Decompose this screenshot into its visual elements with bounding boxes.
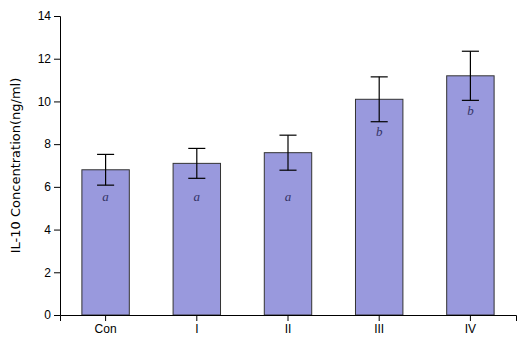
tick-mark [54,59,60,60]
tick-label: I [195,322,198,336]
annotation: a [102,189,109,204]
tick-mark [470,315,471,321]
y-axis: 0 2 4 6 8 10 12 14 [38,9,61,322]
error-bar-cap [371,76,388,77]
tick-label: 6 [44,180,51,194]
tick: II [285,315,292,336]
error-bar-cap [97,154,114,155]
error-bar-cap [279,170,296,171]
error-bar [188,148,205,178]
bar [355,99,402,315]
tick-label: 14 [38,9,52,23]
error-bar [462,51,479,100]
tick-mark [54,230,60,231]
annotation: b [376,124,383,139]
tick-label: III [374,322,384,336]
axis-line [54,17,61,316]
annotation: a [194,189,201,204]
tick-label: 12 [38,52,52,66]
chart: aaabbConIIIIIIIV02468101214IL-10 Concent… [0,0,532,347]
error-bar-stem [196,148,197,178]
bar [447,76,494,315]
error-bar [371,77,388,122]
y-axis-title: IL-10 Concentration(ng/ml) [8,78,23,253]
tick: 2 [44,266,60,280]
x-axis: ConIIIIIIIV [61,315,517,336]
annotations: a a a b b [102,103,474,203]
tick-label: 4 [44,223,51,237]
error-bar [97,154,114,185]
tick-label: II [285,322,292,336]
error-bar [279,135,296,170]
tick: 8 [44,137,60,151]
tick: 4 [44,223,60,237]
plot: aaabbConIIIIIIIV02468101214 [38,9,517,335]
error-bar-cap [188,178,205,179]
error-bar-cap [279,135,296,136]
tick-mark [54,144,60,145]
tick-label: 10 [38,95,52,109]
tick-mark [288,315,289,321]
tick-mark [196,315,197,321]
tick: 14 [38,9,60,23]
axis-line [61,316,517,322]
error-bar-stem [105,154,106,185]
tick-mark [105,315,106,321]
error-bar-cap [371,121,388,122]
tick-mark [54,16,60,17]
tick-label: 2 [44,266,51,280]
tick-label: Con [95,322,117,336]
bar [264,153,311,315]
tick: 10 [38,95,60,109]
tick: 6 [44,180,60,194]
tick-mark [54,272,60,273]
tick: I [195,315,198,336]
error-bar-cap [188,148,205,149]
annotation: a [285,189,292,204]
error-bar-cap [462,51,479,52]
tick-mark [379,315,380,321]
tick-mark [54,187,60,188]
tick: Con [95,315,117,336]
error-bar-cap [97,185,114,186]
tick-label: 0 [44,308,51,322]
tick: 0 [44,308,60,322]
error-bar-stem [379,77,380,122]
tick: III [374,315,384,336]
tick-label: 8 [44,137,51,151]
annotation: b [467,103,474,118]
error-bar-stem [287,135,288,170]
tick: IV [465,315,476,336]
tick: 12 [38,52,60,66]
error-bar-cap [462,100,479,101]
bar [173,163,220,315]
marks [82,51,494,315]
tick-mark [54,101,60,102]
error-bar-stem [470,51,471,100]
bar [82,170,129,315]
tick-mark [54,315,60,316]
tick-label: IV [465,322,476,336]
